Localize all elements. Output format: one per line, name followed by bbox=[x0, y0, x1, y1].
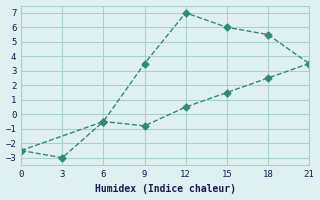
X-axis label: Humidex (Indice chaleur): Humidex (Indice chaleur) bbox=[95, 184, 236, 194]
